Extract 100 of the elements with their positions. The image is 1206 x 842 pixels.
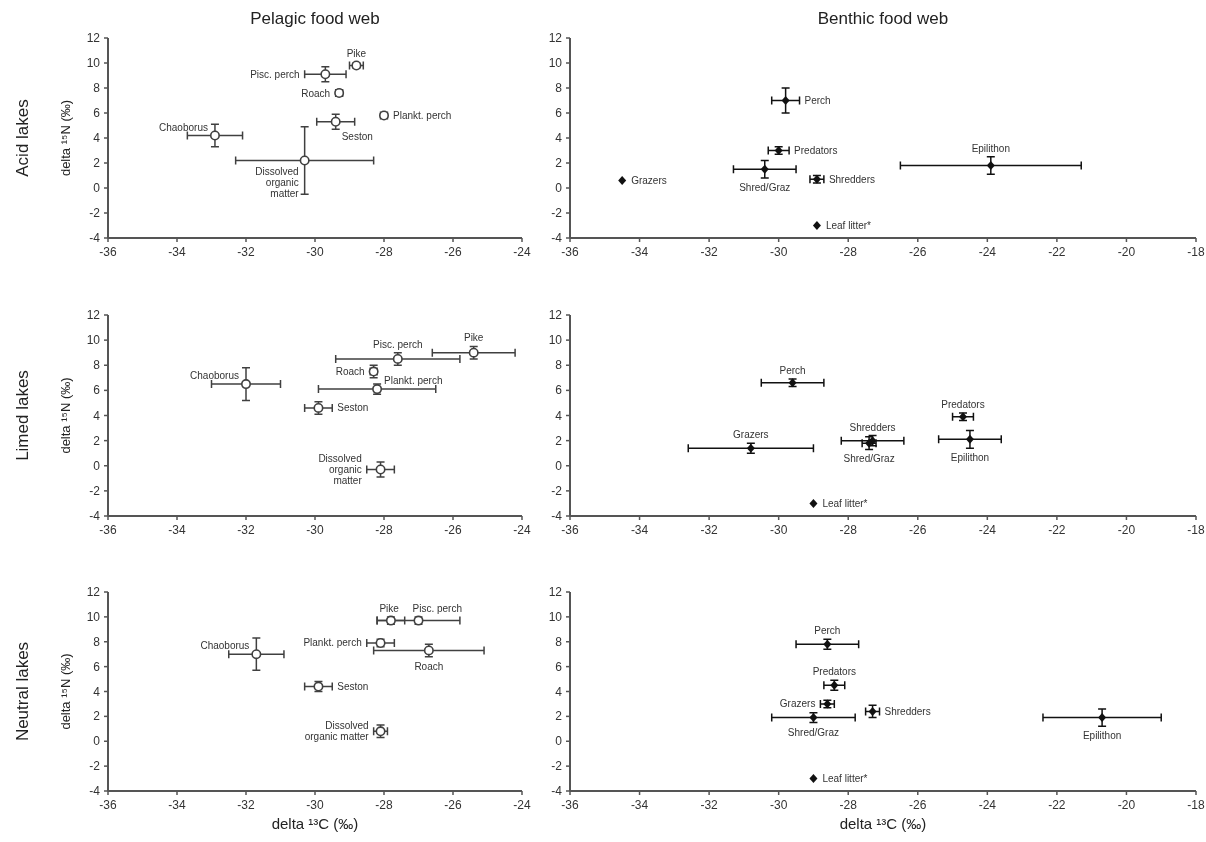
x-tick-label: -34 [630,245,649,259]
x-tick-label: -26 [444,523,462,537]
annotation: Leaf litter* [825,220,872,231]
y-tick-label: 0 [555,734,563,749]
annotation: Epilithon [971,142,1010,154]
x-tick-label: -34 [630,798,649,812]
y-tick-label: -2 [551,206,563,220]
annotation: Shredders [849,421,896,433]
x-tick-label: -28 [839,523,858,537]
x-tick-label: -32 [700,798,719,812]
y-tick-label: 0 [555,181,563,195]
y-tick-label: 12 [548,308,563,322]
annotation: Leaf litter* [822,773,868,785]
annotation: Predators [941,398,985,410]
x-tick-label: -28 [375,245,393,259]
x-tick-label: -28 [375,798,393,812]
y-tick-label: 6 [93,383,101,398]
x-tick-label: -30 [306,523,324,537]
x-tick-label: -26 [909,523,927,537]
x-tick-label: -34 [168,523,186,537]
y-tick-label: 4 [555,408,563,423]
x-tick-label: -26 [909,245,927,259]
y-tick-label: 6 [93,106,101,120]
x-tick-label: -34 [168,798,186,812]
x-tick-label: -28 [839,245,858,259]
y-tick-label: 12 [86,585,101,599]
annotation: Pisc. perch [412,602,462,614]
point [618,176,627,185]
point [809,498,818,508]
x-tick-label: -32 [237,798,255,812]
x-tick-label: -30 [306,798,324,812]
y-tick-label: 8 [555,358,563,373]
y-axis-title: delta ¹⁵N (‰) [58,99,73,177]
point [781,96,790,105]
x-tick-label: -24 [513,798,531,812]
y-tick-label: 12 [86,31,101,45]
y-tick-label: 8 [555,634,563,649]
annotation: Shred/Graz [787,726,840,738]
chart-title: Pelagic food web [250,9,380,28]
y-tick-label: 2 [93,156,101,170]
y-tick-label: -2 [89,483,101,498]
x-tick-label: -34 [630,523,649,537]
y-tick-label: 2 [555,709,563,724]
annotation: Seston [341,131,373,143]
x-tick-label: -20 [1117,523,1136,537]
annotation: Dissolved organic matter [255,165,300,199]
y-axis-title: delta ¹⁵N (‰) [58,377,73,454]
x-tick-label: -22 [1048,798,1066,812]
annotation: Predators [812,666,856,678]
y-tick-label: 0 [555,458,563,473]
y-tick-label: -4 [551,784,563,798]
x-tick-label: -20 [1117,798,1136,812]
y-tick-label: -2 [89,759,101,774]
y-tick-label: 2 [555,156,563,170]
y-tick-label: 12 [548,31,563,45]
y-tick-label: 6 [555,106,563,120]
x-tick-label: -24 [513,245,531,259]
y-tick-label: 10 [548,609,563,624]
y-tick-label: 4 [93,131,101,145]
annotation: Seston [337,681,369,693]
y-tick-label: 2 [93,433,101,448]
annotation: Shred/Graz [843,453,895,465]
point [986,161,995,170]
x-tick-label: -32 [700,245,719,259]
y-tick-label: 10 [86,56,101,70]
point [251,649,262,660]
y-tick-label: 6 [555,383,563,398]
x-tick-label: -36 [561,523,579,537]
annotation: Epilithon [1082,730,1122,742]
annotation: Shredders [884,705,931,717]
y-tick-label: -4 [551,509,563,523]
y-tick-label: 8 [555,81,563,95]
y-tick-label: -4 [89,784,101,798]
point [299,155,310,166]
annotation: Dissolved organic matter [304,720,370,743]
annotation: Plankt. perch [384,375,443,387]
annotation: Perch [779,364,806,376]
x-tick-label: -24 [978,523,997,537]
y-tick-label: -4 [551,231,563,245]
x-tick-label: -22 [1048,245,1066,259]
y-tick-label: 6 [93,659,101,674]
point [209,130,220,141]
y-tick-label: -4 [89,509,101,523]
y-tick-label: 10 [86,609,101,624]
y-tick-label: 12 [86,308,101,322]
annotation: Pike [379,602,400,614]
x-tick-label: -36 [99,798,117,812]
y-axis-title: delta ¹⁵N (‰) [58,653,73,730]
x-tick-label: -34 [168,245,186,259]
annotation: Chaoborus [190,370,239,382]
point [965,434,974,444]
y-tick-label: -2 [551,759,563,774]
x-tick-label: -30 [769,523,788,537]
y-tick-label: -4 [89,231,101,245]
annotation: Pike [463,332,484,344]
annotation: Pisc. perch [373,338,423,350]
x-tick-label: -36 [561,245,579,259]
text: Limed lakes [13,370,32,461]
x-tick-label: -32 [700,523,719,537]
annotation: Perch [804,95,831,106]
